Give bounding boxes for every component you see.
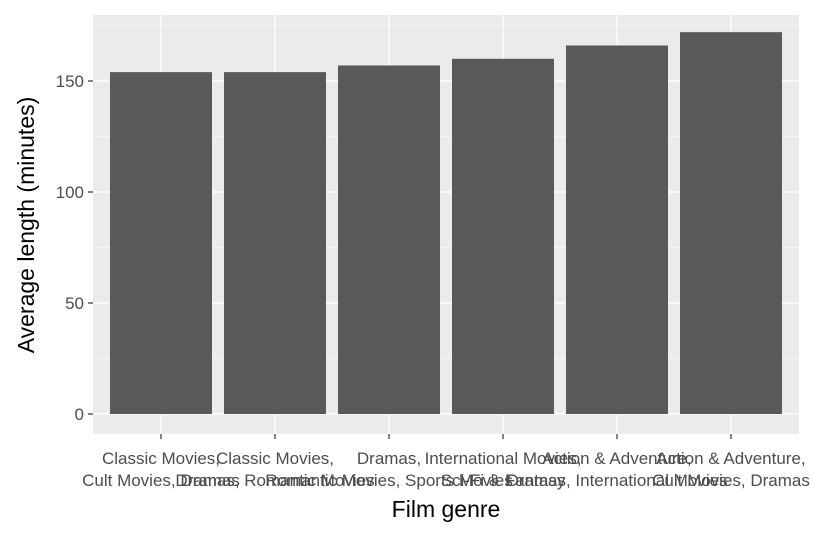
x-tick-label: Classic Movies, Cult Movies, Dramas [82, 449, 240, 490]
bar [452, 58, 554, 415]
bar [680, 32, 782, 414]
y-tick-label: 150 [56, 72, 84, 91]
x-tick-label: Classic Movies, Dramas, Romantic Movies [175, 449, 374, 490]
x-tick-label-line: Romantic Movies, Sports Movies [265, 471, 513, 490]
x-tick-label-line: Cult Movies, Dramas [652, 471, 810, 490]
bar [338, 65, 440, 415]
x-tick-label-line: Dramas, [357, 449, 421, 468]
x-tick-label-line: Action & Adventure, [656, 449, 805, 468]
bars [110, 32, 782, 415]
bar [566, 45, 668, 414]
bar [224, 72, 326, 415]
y-axis: 0 50 100 150 [56, 72, 93, 424]
x-tick-label-line: Cult Movies, Dramas [82, 471, 240, 490]
x-axis: Classic Movies, Cult Movies, DramasClassi… [82, 434, 810, 490]
y-tick-label: 0 [75, 405, 84, 424]
x-tick-label-line: Dramas, International Movies [506, 471, 727, 490]
x-tick-label: Action & Adventure, Cult Movies, Dramas [652, 449, 810, 490]
x-axis-title: Film genre [392, 496, 501, 522]
x-tick-label-line: Classic Movies, [102, 449, 220, 468]
x-tick-label: International Movies, Sci-Fi & Fantasy [425, 449, 582, 490]
bar [110, 72, 212, 415]
y-tick-label: 50 [65, 294, 84, 313]
y-tick-label: 100 [56, 183, 84, 202]
x-tick-label-line: Dramas, Romantic Movies [175, 471, 374, 490]
x-tick-label: Action & Adventure, Dramas, International… [506, 449, 727, 490]
x-tick-label: Dramas, Romantic Movies, Sports Movies [265, 449, 513, 490]
x-tick-label-line: Sci-Fi & Fantasy [441, 471, 566, 490]
x-tick-label-line: Classic Movies, [216, 449, 334, 468]
x-tick-label-line: International Movies, [425, 449, 582, 468]
x-tick-label-line: Action & Adventure, [542, 449, 691, 468]
y-axis-title: Average length (minutes) [13, 97, 39, 354]
